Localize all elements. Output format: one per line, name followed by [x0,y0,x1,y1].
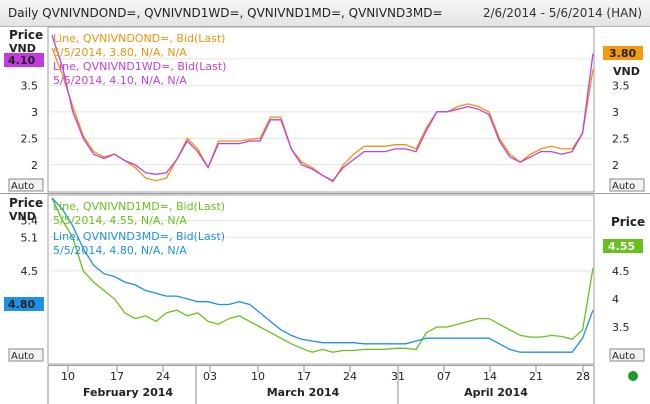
x-tick-label: 24 [156,370,170,383]
badge-1md: 4.55 [603,239,643,253]
auto-button-top-left[interactable]: Auto [8,178,44,192]
bottom-grid [48,219,594,272]
badge-ond-text: 3.80 [609,47,636,60]
x-tick-label: 17 [297,370,311,383]
right-tick-label: 2 [612,159,619,172]
badge-1md-bg [603,239,643,253]
bottom-left-ylabel-price: Price [9,196,43,210]
bottom-right-ylabel: Price [611,215,645,229]
chart-canvas: Price VND VND Price VND Price 43.532.52 … [0,26,650,404]
left-tick-label: 5.4 [21,214,39,227]
status-dot [628,371,638,381]
auto-button-bottom-right[interactable]: Auto [609,348,645,362]
top-grid [48,58,594,166]
top-legend: Line, QVNIVNDOND=, Bid(Last) 5/5/2014, 3… [53,32,226,87]
legend-value-ond: 5/5/2014, 3.80, N/A, N/A [53,46,187,59]
x-tick-label: 10 [251,370,265,383]
right-tick-label: 3 [612,106,619,119]
x-tick-label: 28 [576,370,590,383]
bottom-series-group [51,197,594,353]
x-tick-label: 24 [343,370,357,383]
x-month-label: February 2014 [83,386,173,399]
left-tick-label: 3 [31,106,38,119]
bottom-right-tick-labels: 4.5 4 3.5 [612,265,630,334]
series-line-bottom-0 [51,197,594,353]
date-range: 2/6/2014 - 5/6/2014 (HAN) [482,6,642,20]
legend-value-3md: 5/5/2014, 4.80, N/A, N/A [53,244,187,257]
x-tick-label: 21 [529,370,543,383]
top-left-ylabel-vnd: VND [9,42,36,55]
badge-1wd-text: 4.10 [8,54,35,67]
auto-label: Auto [11,351,34,362]
chart-header: Daily QVNIVNDOND=, QVNIVND1WD=, QVNIVND1… [0,0,650,27]
auto-label: Auto [11,181,34,192]
badge-3md-bg [4,297,44,311]
top-left-ylabel-price: Price [9,28,43,42]
badge-ond-bg [603,46,643,60]
top-right-ylabel: VND [613,65,640,78]
right-tick-label: 4 [612,293,619,306]
top-left-tick-labels: 43.532.52 [21,53,39,172]
legend-series-3md: Line, QVNIVND3MD=, Bid(Last) [53,230,225,243]
legend-value-1wd: 5/5/2014, 4.10, N/A, N/A [53,74,187,87]
left-tick-label: 3.5 [21,79,39,92]
auto-button-bottom-left[interactable]: Auto [8,348,44,362]
bottom-panel-frame [47,194,595,365]
x-tick-label: 17 [110,370,124,383]
auto-button-top-right[interactable]: Auto [609,178,645,192]
right-tick-label: 3.5 [612,79,630,92]
legend-value-1md: 5/5/2014, 4.55, N/A, N/A [53,214,187,227]
legend-series-1md: Line, QVNIVND1MD=, Bid(Last) [53,200,225,213]
badge-1wd-bg [4,53,44,67]
left-tick-label: 2 [31,159,38,172]
x-axis-ticks: 10 17 24 03 10 17 24 31 07 14 21 28 [61,366,590,383]
x-tick-label: 14 [483,370,497,383]
left-tick-label: 2.5 [21,132,39,145]
top-series-group [51,34,594,183]
badge-3md: 4.80 [4,297,44,311]
left-tick-label: 5.1 [21,231,39,244]
x-month-label: March 2014 [267,386,340,399]
right-tick-label: 2.5 [612,132,630,145]
top-right-tick-labels: 3.5 3 2.5 2 [612,79,630,171]
series-line-top-1 [51,34,594,182]
bottom-left-ylabel-vnd: VND [9,210,36,223]
x-axis-months: February 2014 March 2014 April 2014 [47,366,595,404]
auto-label: Auto [612,181,635,192]
right-tick-label: 4.5 [612,265,630,278]
legend-series-1wd: Line, QVNIVND1WD=, Bid(Last) [53,60,226,73]
badge-3md-text: 4.80 [8,298,35,311]
x-tick-label: 07 [437,370,451,383]
x-tick-label: 10 [61,370,75,383]
chart-title: Daily QVNIVNDOND=, QVNIVND1WD=, QVNIVND1… [8,6,443,20]
badge-1md-text: 4.55 [608,240,635,253]
bottom-legend: Line, QVNIVND1MD=, Bid(Last) 5/5/2014, 4… [53,200,225,257]
right-tick-label: 3.5 [612,321,630,334]
left-tick-label: 4.5 [21,265,39,278]
series-line-bottom-1 [51,197,594,353]
badge-1wd: 4.10 [4,53,44,67]
auto-label: Auto [612,351,635,362]
bottom-left-tick-labels: 5.4 5.1 4.5 [21,214,39,277]
x-month-label: April 2014 [464,386,528,399]
x-tick-label: 03 [203,370,217,383]
x-axis-band [0,365,650,404]
badge-ond: 3.80 [603,46,643,60]
legend-series-ond: Line, QVNIVNDOND=, Bid(Last) [53,32,225,45]
